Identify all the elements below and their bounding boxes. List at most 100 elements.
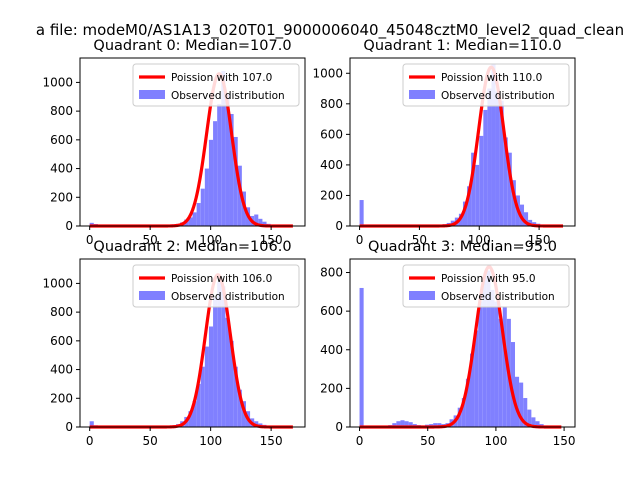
- histogram-bar: [208, 326, 214, 427]
- x-tick-label: 100: [199, 233, 222, 247]
- histogram-bar: [408, 422, 413, 427]
- y-tick-label: 800: [50, 305, 73, 319]
- histogram-bar: [89, 421, 94, 427]
- histogram-bar: [213, 297, 218, 427]
- y-tick-label: 600: [320, 304, 343, 318]
- histogram-bar: [404, 421, 409, 427]
- y-tick-label: 600: [320, 127, 343, 141]
- y-tick-label: 600: [50, 133, 73, 147]
- subplot-title: Quadrant 3: Median=95.0: [368, 239, 557, 255]
- histogram-bar: [200, 188, 205, 226]
- x-tick-label: 0: [86, 233, 94, 247]
- x-tick-label: 50: [143, 233, 158, 247]
- histogram-bar: [462, 201, 468, 226]
- legend: Poission with 107.0 Observed distribution: [132, 63, 300, 107]
- histogram-bar: [188, 217, 193, 226]
- subplot-title: Quadrant 0: Median=107.0: [93, 38, 291, 54]
- histogram-bar: [465, 378, 470, 427]
- histogram-bar: [400, 420, 405, 427]
- x-tick-label: 0: [356, 434, 364, 448]
- y-tick-label: 1000: [42, 276, 73, 290]
- y-tick-label: 0: [335, 420, 343, 434]
- x-tick-label: 100: [199, 434, 222, 448]
- histogram-bar: [528, 219, 533, 226]
- x-tick-label: 0: [356, 233, 364, 247]
- legend-hist-swatch: [139, 291, 165, 300]
- histogram-bar: [196, 383, 201, 427]
- y-tick-label: 800: [320, 266, 343, 280]
- axes-frame: [79, 57, 306, 227]
- y-tick-label: 0: [65, 420, 73, 434]
- subplot-quadrant-0: 0 50 100 150 0 200 400 600 800 1000 Quadrant 0: Me…: [42, 38, 306, 247]
- axes-frame: [349, 57, 576, 227]
- x-tick-label: 150: [260, 434, 283, 448]
- y-tick-label: 200: [50, 190, 73, 204]
- histogram-bar: [221, 286, 226, 427]
- legend-box: [402, 264, 570, 308]
- histogram-bar: [225, 317, 230, 427]
- subplot-title: Quadrant 2: Median=106.0: [93, 239, 291, 255]
- x-tick-label: 150: [553, 434, 576, 448]
- histogram-bar: [396, 421, 401, 427]
- histogram-bar: [523, 398, 528, 427]
- y-tick-label: 1000: [42, 75, 73, 89]
- legend-hist-swatch: [409, 90, 435, 99]
- legend-line-label: Poission with 95.0: [441, 273, 536, 285]
- histogram-bar: [217, 103, 222, 226]
- histogram-bar: [225, 93, 230, 227]
- histogram-bar: [483, 109, 488, 226]
- histogram-bar: [467, 186, 472, 226]
- x-tick-label: 0: [86, 434, 94, 448]
- y-tick-label: 200: [320, 381, 343, 395]
- histogram-bar: [471, 152, 476, 226]
- x-tick-label: 50: [420, 434, 435, 448]
- histogram-bar: [511, 180, 516, 226]
- legend: Poission with 110.0 Observed distribution: [402, 63, 570, 107]
- histogram-bar: [487, 88, 492, 226]
- histogram-bar: [499, 100, 504, 226]
- legend-box: [402, 63, 570, 107]
- histogram-bar: [490, 289, 495, 427]
- histogram-bar: [192, 212, 197, 226]
- histogram-bar: [392, 423, 397, 427]
- y-tick-label: 800: [50, 104, 73, 118]
- histogram-bar: [519, 382, 524, 427]
- histogram-bar: [502, 307, 507, 427]
- subplot-quadrant-3: 0 50 100 150 0 200 400 600 800 Quadrant 3: Median…: [320, 239, 575, 448]
- subplot-title: Quadrant 1: Median=110.0: [363, 38, 561, 54]
- y-tick-label: 600: [50, 334, 73, 348]
- legend-box: [132, 63, 300, 107]
- histogram-bar: [470, 353, 475, 427]
- histogram-bar: [229, 340, 234, 427]
- histogram-bar: [233, 136, 238, 226]
- histogram-bar: [491, 64, 496, 226]
- x-tick-label: 100: [468, 233, 491, 247]
- y-tick-label: 400: [50, 162, 73, 176]
- histogram-bar: [237, 389, 242, 427]
- y-tick-label: 800: [320, 97, 343, 111]
- histogram-bar: [527, 409, 532, 427]
- x-tick-label: 50: [412, 233, 427, 247]
- legend-line-label: Poission with 110.0: [441, 72, 542, 84]
- histogram-bar: [258, 218, 263, 226]
- histogram-bar: [359, 287, 364, 427]
- histogram-bar: [204, 168, 209, 226]
- y-tick-label: 200: [320, 188, 343, 202]
- histogram-bar: [192, 401, 197, 427]
- histogram-bar: [196, 203, 201, 226]
- histogram-bar: [535, 421, 540, 427]
- histogram-bar: [437, 423, 442, 427]
- x-tick-label: 150: [260, 233, 283, 247]
- y-tick-label: 0: [335, 219, 343, 233]
- histogram-bar: [486, 270, 491, 427]
- legend-line-label: Poission with 106.0: [171, 273, 272, 285]
- histogram-bar: [221, 70, 226, 226]
- histogram-bar: [237, 165, 242, 226]
- histogram-bar: [461, 398, 466, 427]
- legend-hist-swatch: [139, 90, 165, 99]
- x-tick-label: 50: [143, 434, 158, 448]
- histogram-bar: [482, 276, 487, 427]
- y-tick-label: 200: [50, 391, 73, 405]
- histogram-bar: [204, 346, 209, 427]
